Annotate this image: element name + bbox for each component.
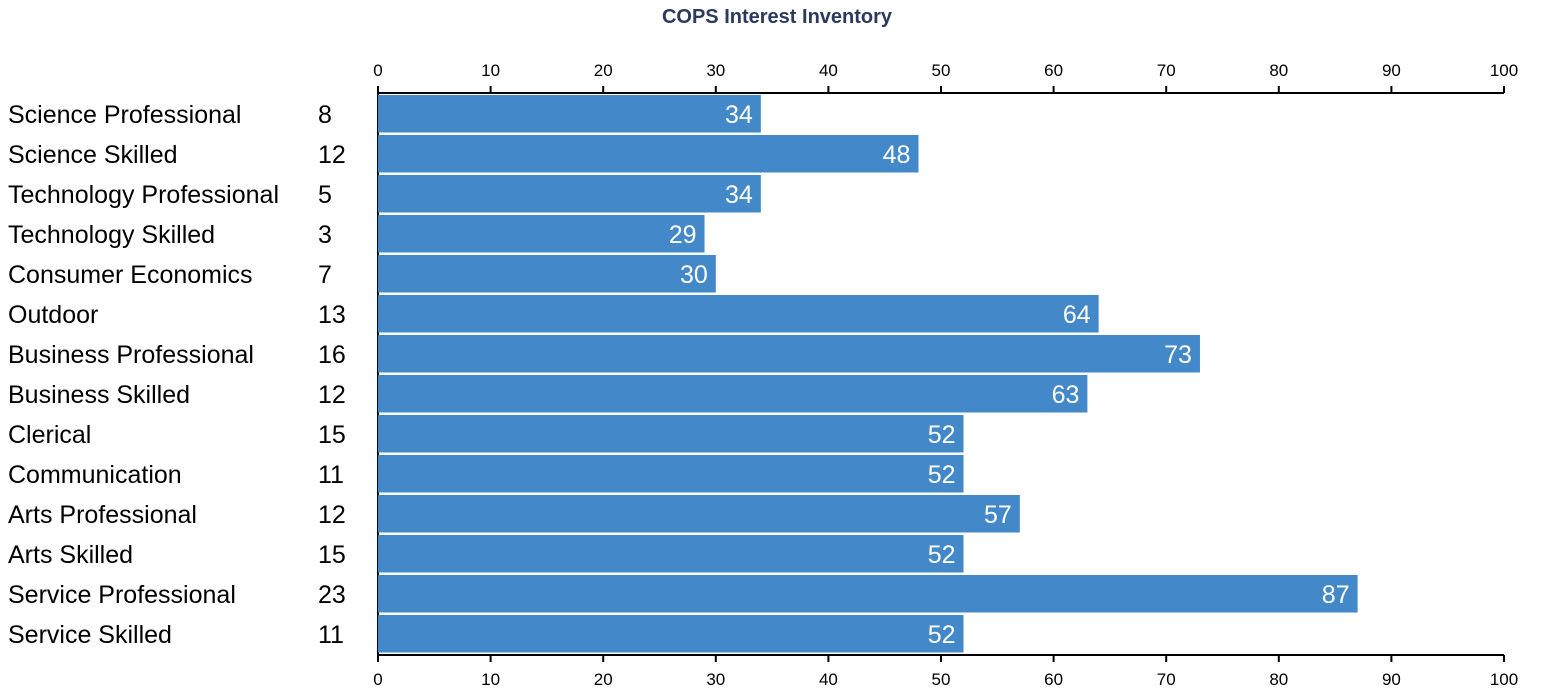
x-tick-label-bottom: 100 <box>1490 670 1518 689</box>
bar <box>378 415 964 453</box>
category-label: Service Skilled <box>8 621 172 649</box>
x-tick-label-top: 10 <box>481 61 500 80</box>
raw-score-label: 15 <box>318 421 346 449</box>
bar <box>378 255 716 293</box>
x-tick-label-top: 0 <box>373 61 382 80</box>
bar-value-label: 64 <box>1063 301 1091 329</box>
category-label: Outdoor <box>8 301 98 329</box>
x-tick-label-bottom: 20 <box>594 670 613 689</box>
bar <box>378 455 964 493</box>
bar-value-label: 48 <box>883 141 911 169</box>
category-label: Consumer Economics <box>8 261 253 289</box>
bar <box>378 575 1358 613</box>
x-tick-label-top: 70 <box>1157 61 1176 80</box>
category-label: Arts Professional <box>8 501 197 529</box>
x-tick-label-top: 40 <box>819 61 838 80</box>
bar-value-label: 52 <box>928 621 956 649</box>
bar-value-label: 29 <box>669 221 697 249</box>
category-label: Business Professional <box>8 341 254 369</box>
raw-score-label: 13 <box>318 301 346 329</box>
category-label: Science Professional <box>8 101 241 129</box>
bar <box>378 495 1020 533</box>
bar <box>378 295 1099 333</box>
bar <box>378 95 761 133</box>
category-label: Arts Skilled <box>8 541 133 569</box>
raw-score-label: 7 <box>318 261 332 289</box>
x-tick-label-bottom: 30 <box>706 670 725 689</box>
raw-score-label: 11 <box>318 621 344 649</box>
category-label: Business Skilled <box>8 381 190 409</box>
bars-group: 34 48 34 29 30 64 73 63 52 52 57 52 87 52 <box>378 95 1358 653</box>
x-tick-label-top: 80 <box>1269 61 1288 80</box>
category-label: Clerical <box>8 421 91 449</box>
category-label: Service Professional <box>8 581 236 609</box>
bar <box>378 215 705 253</box>
category-labels-group: Science Professional 8 Science Skilled 12 Te… <box>8 101 346 649</box>
x-tick-label-bottom: 50 <box>932 670 951 689</box>
raw-score-label: 8 <box>318 101 332 129</box>
raw-score-label: 12 <box>318 141 346 169</box>
x-tick-label-bottom: 0 <box>373 670 382 689</box>
x-tick-label-top: 50 <box>932 61 951 80</box>
x-axis-top: 0 10 20 30 40 50 60 70 80 90 100 <box>373 61 1518 94</box>
bar-value-label: 52 <box>928 461 956 489</box>
bar <box>378 375 1088 413</box>
bar-value-label: 52 <box>928 421 956 449</box>
x-tick-label-bottom: 80 <box>1269 670 1288 689</box>
raw-score-label: 3 <box>318 221 332 249</box>
bar <box>378 335 1200 373</box>
x-tick-label-bottom: 70 <box>1157 670 1176 689</box>
bar <box>378 135 919 173</box>
category-label: Communication <box>8 461 182 489</box>
bar <box>378 535 964 573</box>
x-tick-label-top: 30 <box>706 61 725 80</box>
x-tick-label-top: 60 <box>1044 61 1063 80</box>
x-tick-label-top: 100 <box>1490 61 1518 80</box>
bar-value-label: 34 <box>725 181 753 209</box>
chart-title: COPS Interest Inventory <box>662 6 893 28</box>
x-tick-label-bottom: 40 <box>819 670 838 689</box>
bar-value-label: 63 <box>1052 381 1080 409</box>
raw-score-label: 15 <box>318 541 346 569</box>
x-tick-label-bottom: 90 <box>1382 670 1401 689</box>
bar-value-label: 30 <box>680 261 708 289</box>
bar <box>378 175 761 213</box>
raw-score-label: 16 <box>318 341 346 369</box>
raw-score-label: 12 <box>318 501 346 529</box>
bar <box>378 615 964 653</box>
x-tick-label-top: 20 <box>594 61 613 80</box>
raw-score-label: 23 <box>318 581 346 609</box>
x-tick-label-bottom: 10 <box>481 670 500 689</box>
category-label: Science Skilled <box>8 141 178 169</box>
bar-value-label: 57 <box>984 501 1012 529</box>
bar-value-label: 52 <box>928 541 956 569</box>
bar-value-label: 87 <box>1322 581 1350 609</box>
raw-score-label: 11 <box>318 461 344 489</box>
bar-value-label: 34 <box>725 101 753 129</box>
x-tick-label-bottom: 60 <box>1044 670 1063 689</box>
raw-score-label: 12 <box>318 381 346 409</box>
category-label: Technology Professional <box>8 181 279 209</box>
bar-value-label: 73 <box>1164 341 1192 369</box>
category-label: Technology Skilled <box>8 221 215 249</box>
raw-score-label: 5 <box>318 181 332 209</box>
x-tick-label-top: 90 <box>1382 61 1401 80</box>
